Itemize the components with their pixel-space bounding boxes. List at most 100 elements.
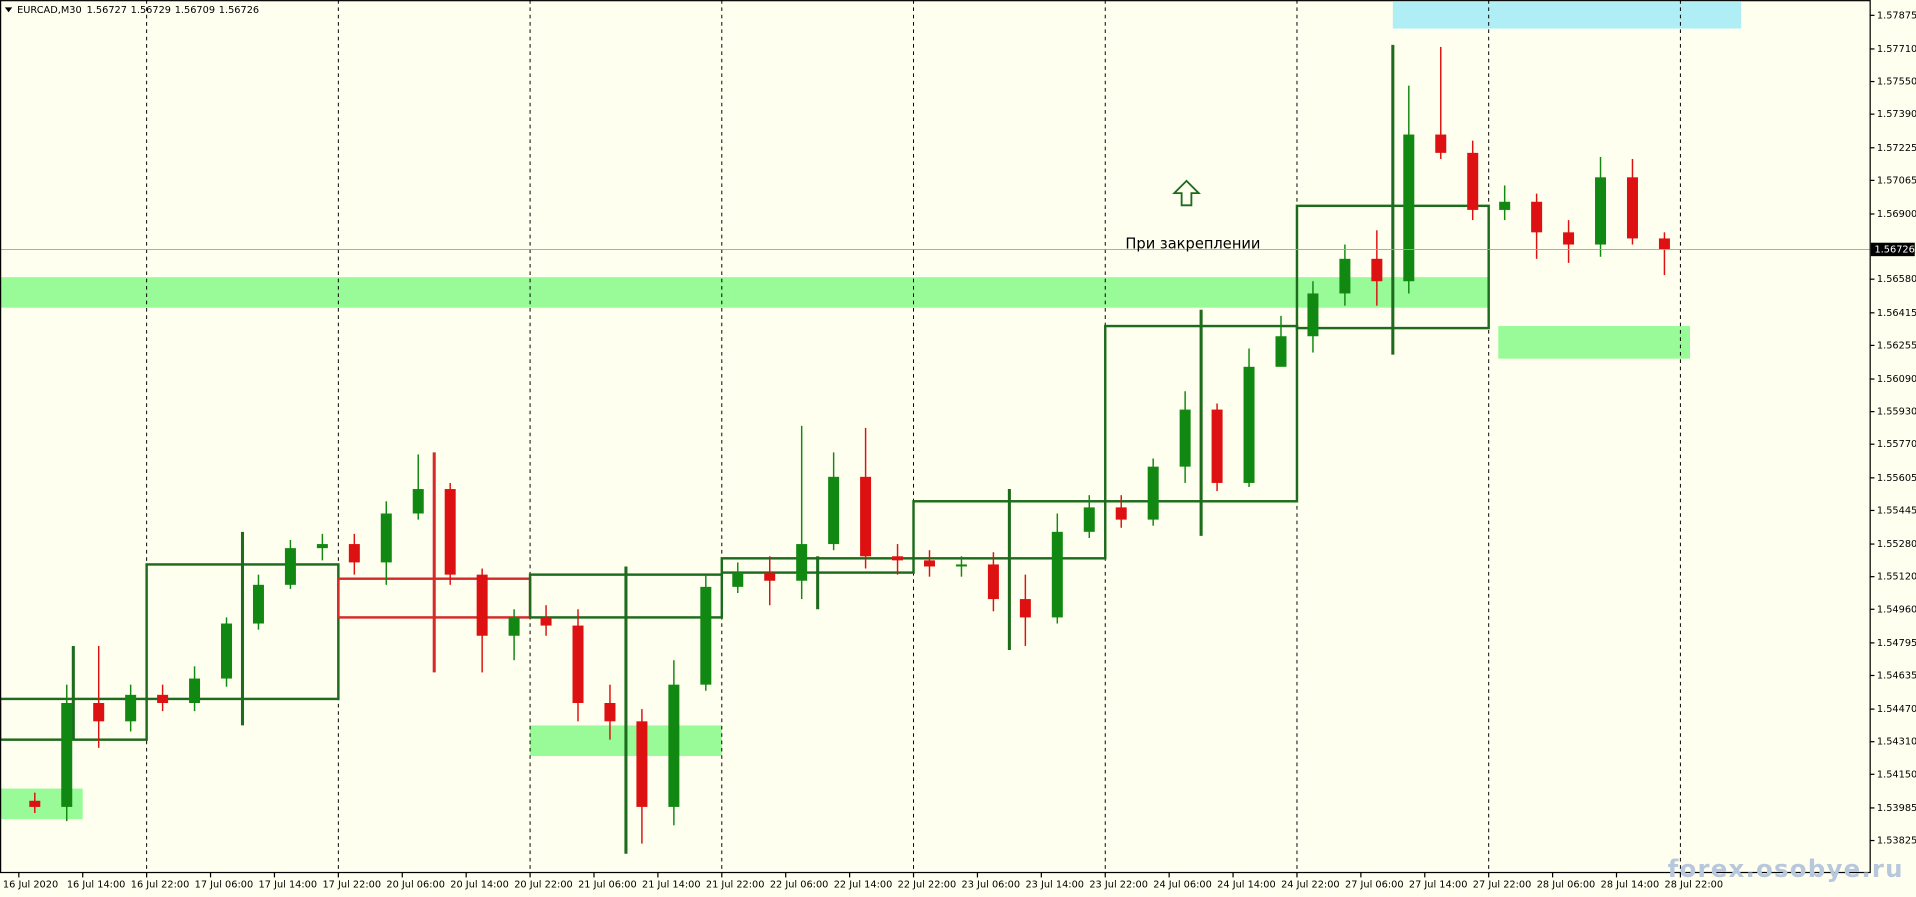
candle-body [1339,258,1351,294]
daily-body [145,563,340,701]
y-tick-label: 1.55280 [1877,539,1916,550]
candle-body [412,489,424,514]
candle-body [1083,507,1095,532]
x-tick-label: 23 Jul 22:00 [1089,880,1148,891]
candle-body [189,678,201,703]
y-tick-label: 1.57710 [1877,44,1916,55]
candle-body [1307,293,1319,337]
x-tick-label: 20 Jul 22:00 [514,880,573,891]
x-tick-label: 24 Jul 06:00 [1153,880,1212,891]
candle-body [1275,336,1287,367]
candle-body [1499,201,1511,210]
candle-body [61,702,73,807]
candle-body [732,572,744,587]
x-tick-label: 27 Jul 14:00 [1409,880,1468,891]
candle-body [221,623,233,679]
y-tick-label: 1.57225 [1877,143,1916,154]
x-tick-label: 21 Jul 14:00 [642,880,701,891]
daily-body [528,573,724,619]
candle-body [1563,232,1575,245]
y-tick-label: 1.54310 [1877,737,1916,748]
arrow-up-icon [1172,179,1201,207]
daily-body [0,697,148,741]
candle-body [348,544,360,563]
daily-body [912,500,1107,560]
daily-body [1104,324,1299,503]
candle-body [1051,531,1063,618]
header-price: 1.56709 [175,5,215,16]
y-tick-label: 1.56900 [1877,209,1916,220]
annotation: При закреплении [1125,235,1260,252]
y-tick-label: 1.57390 [1877,109,1916,120]
candles [29,46,1670,844]
candle-body [572,625,584,703]
y-tick-label: 1.55770 [1877,439,1916,450]
candle-body [1147,466,1159,520]
zone [1498,326,1690,359]
y-tick-label: 1.56255 [1877,340,1916,351]
candle-body [828,476,840,545]
y-tick-label: 1.55445 [1877,505,1916,516]
candle-body [1435,134,1447,153]
chart-header: EURCAD,M30 1.56727 1.56729 1.56709 1.56726 [17,5,259,16]
watermark: forex.osobye.ru [1668,854,1904,883]
header-price: 1.56726 [219,5,259,16]
x-tick-label: 17 Jul 06:00 [195,880,254,891]
candle-body [892,556,904,561]
candle-body [700,586,712,685]
y-tick-label: 1.57875 [1877,10,1916,21]
x-tick-label: 17 Jul 22:00 [322,880,381,891]
candle-body [1658,238,1670,250]
x-tick-label: 16 Jul 14:00 [67,880,126,891]
plot-frame [0,0,1871,874]
candle-body [796,544,808,581]
candle-body [1179,409,1191,467]
candle-body [955,564,967,567]
y-tick-label: 1.54635 [1877,670,1916,681]
candle-body [508,617,520,636]
x-tick-label: 17 Jul 14:00 [259,880,318,891]
header-price: 1.56729 [131,5,171,16]
zone [0,277,1489,308]
y-tick-label: 1.56090 [1877,374,1916,385]
x-tick-label: 23 Jul 14:00 [1025,880,1084,891]
x-tick-label: 21 Jul 06:00 [578,880,637,891]
candle-body [987,564,999,600]
x-tick-label: 24 Jul 22:00 [1281,880,1340,891]
y-tick-label: 1.55605 [1877,473,1916,484]
daily-body [1295,204,1490,330]
current-price-label: 1.56726 [1874,244,1914,255]
symbol: EURCAD,M30 [17,5,82,16]
x-tick-label: 27 Jul 22:00 [1473,880,1532,891]
daily-body [720,557,915,574]
y-tick-label: 1.53825 [1877,836,1916,847]
candle-body [125,694,137,722]
candle-body [1115,507,1127,520]
x-tick-label: 20 Jul 14:00 [450,880,509,891]
daily-boxes [0,44,1490,854]
x-tick-label: 28 Jul 22:00 [1665,880,1724,891]
candle-body [284,548,296,585]
candle-body [668,684,680,807]
y-tick-label: 1.53985 [1877,803,1916,814]
candle-body [157,694,169,703]
candle-body [860,476,872,557]
candle-body [444,489,456,575]
candle-body [1626,177,1638,239]
y-tick-label: 1.54795 [1877,638,1916,649]
y-tick-label: 1.55930 [1877,407,1916,418]
x-tick-label: 23 Jul 06:00 [962,880,1021,891]
y-tick-label: 1.57065 [1877,175,1916,186]
candle-body [316,544,328,549]
candle-body [1211,409,1223,483]
x-tick-label: 28 Jul 14:00 [1601,880,1660,891]
candle-body [636,721,648,807]
x-tick-label: 16 Jul 22:00 [131,880,190,891]
candle-body [1531,201,1543,233]
candle-body [764,572,776,581]
candle-body [1019,599,1031,618]
candle-body [29,800,41,807]
header-arrow-icon [4,7,13,13]
y-tick-label: 1.54470 [1877,704,1916,715]
candle-body [252,584,264,624]
